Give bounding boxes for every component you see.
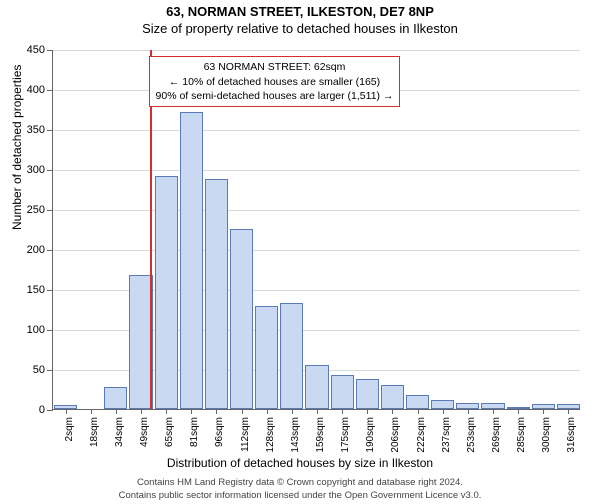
x-tick-label: 81sqm	[189, 417, 200, 447]
x-tick-label: 2sqm	[64, 417, 75, 441]
x-tick-label: 175sqm	[340, 417, 351, 453]
x-tick	[141, 409, 142, 414]
y-tick	[47, 410, 53, 411]
x-tick-label: 18sqm	[89, 417, 100, 447]
x-tick-label: 222sqm	[416, 417, 427, 453]
x-tick-label: 143sqm	[290, 417, 301, 453]
x-tick	[66, 409, 67, 414]
x-tick-label: 34sqm	[114, 417, 125, 447]
histogram-bar	[381, 385, 404, 409]
x-tick-label: 206sqm	[390, 417, 401, 453]
x-tick-label: 128sqm	[265, 417, 276, 453]
footer-line-2: Contains public sector information licen…	[0, 490, 600, 502]
y-tick	[47, 50, 53, 51]
x-tick	[317, 409, 318, 414]
histogram-bar	[255, 306, 278, 409]
footer-line-1: Contains HM Land Registry data © Crown c…	[0, 477, 600, 489]
histogram-bar	[230, 229, 253, 409]
y-tick	[47, 210, 53, 211]
chart-footer: Contains HM Land Registry data © Crown c…	[0, 477, 600, 502]
y-tick	[47, 170, 53, 171]
x-tick	[418, 409, 419, 414]
grid-line	[53, 170, 580, 171]
x-tick	[543, 409, 544, 414]
histogram-bar	[155, 176, 178, 409]
histogram-bar	[104, 387, 127, 409]
histogram-bar	[180, 112, 203, 409]
y-tick	[47, 330, 53, 331]
y-tick-label: 200	[27, 244, 45, 256]
histogram-bar	[205, 179, 228, 409]
x-tick-label: 316sqm	[566, 417, 577, 453]
x-tick	[216, 409, 217, 414]
y-tick-label: 400	[27, 84, 45, 96]
x-tick-label: 112sqm	[240, 417, 251, 452]
y-tick-label: 150	[27, 284, 45, 296]
histogram-bar	[356, 379, 379, 409]
y-tick-label: 100	[27, 324, 45, 336]
x-tick	[568, 409, 569, 414]
x-axis-title: Distribution of detached houses by size …	[0, 456, 600, 470]
x-tick	[267, 409, 268, 414]
annotation-line: 90% of semi-detached houses are larger (…	[156, 89, 394, 103]
y-axis-title: Number of detached properties	[10, 65, 24, 230]
y-tick-label: 450	[27, 44, 45, 56]
histogram-bar	[431, 400, 454, 409]
y-tick	[47, 250, 53, 251]
x-tick	[342, 409, 343, 414]
x-tick-label: 159sqm	[315, 417, 326, 453]
x-tick	[91, 409, 92, 414]
x-tick-label: 49sqm	[139, 417, 150, 447]
x-tick-label: 96sqm	[214, 417, 225, 447]
y-tick	[47, 130, 53, 131]
x-tick	[166, 409, 167, 414]
histogram-bar	[406, 395, 429, 409]
x-tick-label: 300sqm	[541, 417, 552, 453]
chart-plot-area: 0501001502002503003504004502sqm18sqm34sq…	[52, 50, 580, 410]
x-tick	[518, 409, 519, 414]
x-tick	[468, 409, 469, 414]
grid-line	[53, 130, 580, 131]
y-tick	[47, 90, 53, 91]
x-tick-label: 269sqm	[491, 417, 502, 453]
y-tick-label: 300	[27, 164, 45, 176]
x-tick	[191, 409, 192, 414]
x-tick-label: 253sqm	[466, 417, 477, 453]
x-tick	[493, 409, 494, 414]
title-line-2: Size of property relative to detached ho…	[0, 21, 600, 36]
y-tick	[47, 290, 53, 291]
histogram-bar	[331, 375, 354, 409]
x-tick	[367, 409, 368, 414]
grid-line	[53, 250, 580, 251]
x-tick-label: 65sqm	[164, 417, 175, 447]
title-line-1: 63, NORMAN STREET, ILKESTON, DE7 8NP	[0, 4, 600, 19]
histogram-bar	[305, 365, 328, 409]
histogram-bar	[280, 303, 303, 409]
grid-line	[53, 210, 580, 211]
x-tick	[443, 409, 444, 414]
chart-title-block: 63, NORMAN STREET, ILKESTON, DE7 8NP Siz…	[0, 4, 600, 36]
y-tick-label: 0	[39, 404, 45, 416]
x-tick	[116, 409, 117, 414]
x-tick-label: 285sqm	[516, 417, 527, 453]
x-tick-label: 190sqm	[365, 417, 376, 453]
y-tick-label: 50	[33, 364, 45, 376]
annotation-line: 63 NORMAN STREET: 62sqm	[156, 60, 394, 74]
x-tick	[242, 409, 243, 414]
annotation-box: 63 NORMAN STREET: 62sqm← 10% of detached…	[149, 56, 401, 107]
y-tick-label: 350	[27, 124, 45, 136]
y-tick	[47, 370, 53, 371]
y-tick-label: 250	[27, 204, 45, 216]
x-tick	[392, 409, 393, 414]
x-tick-label: 237sqm	[441, 417, 452, 453]
x-tick	[292, 409, 293, 414]
grid-line	[53, 50, 580, 51]
annotation-line: ← 10% of detached houses are smaller (16…	[156, 75, 394, 89]
